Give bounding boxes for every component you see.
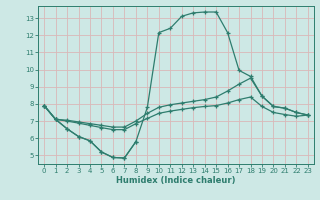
X-axis label: Humidex (Indice chaleur): Humidex (Indice chaleur): [116, 176, 236, 185]
